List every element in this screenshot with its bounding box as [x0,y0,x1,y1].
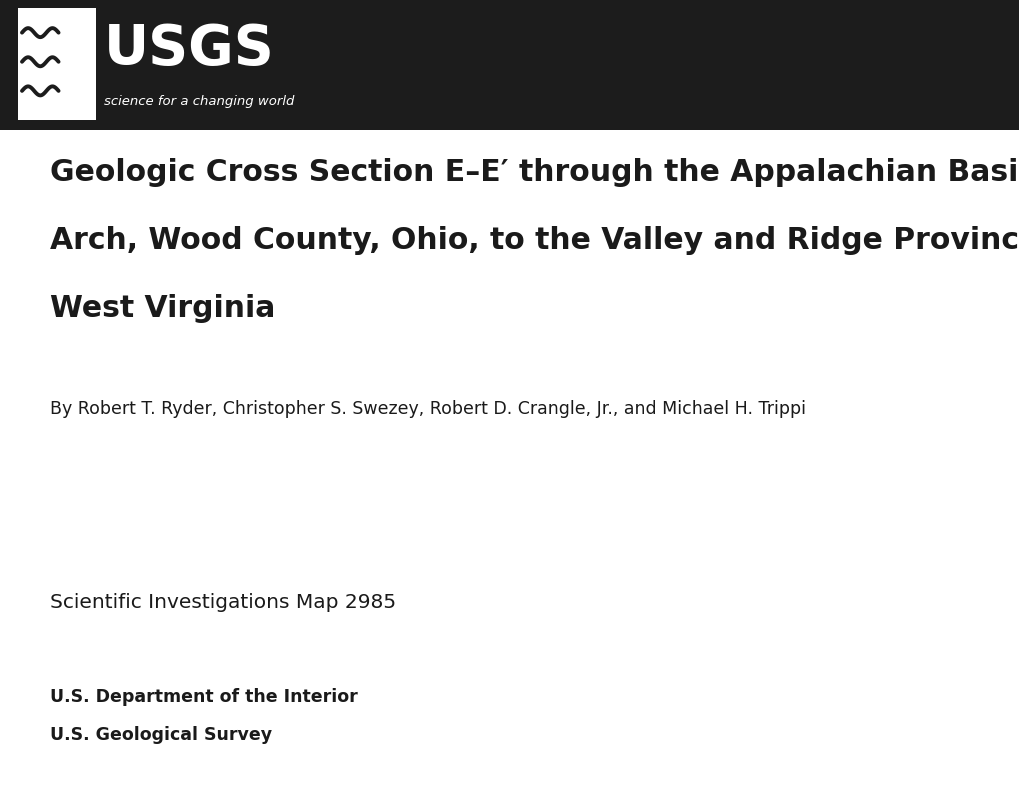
Text: U.S. Department of the Interior: U.S. Department of the Interior [50,688,358,706]
Text: By Robert T. Ryder, Christopher S. Swezey, Robert D. Crangle, Jr., and Michael H: By Robert T. Ryder, Christopher S. Sweze… [50,400,805,418]
Text: Arch, Wood County, Ohio, to the Valley and Ridge Province, Pendleton County,: Arch, Wood County, Ohio, to the Valley a… [50,226,1019,255]
Text: USGS: USGS [104,22,274,76]
Bar [0,0,1019,130]
Text: Scientific Investigations Map 2985: Scientific Investigations Map 2985 [50,593,395,612]
Text: West Virginia: West Virginia [50,294,275,323]
Text: science for a changing world: science for a changing world [104,95,294,108]
Text: U.S. Geological Survey: U.S. Geological Survey [50,726,272,744]
Bar [18,8,96,120]
Text: Geologic Cross Section E–E′ through the Appalachian Basin from the Findlay: Geologic Cross Section E–E′ through the … [50,158,1019,187]
